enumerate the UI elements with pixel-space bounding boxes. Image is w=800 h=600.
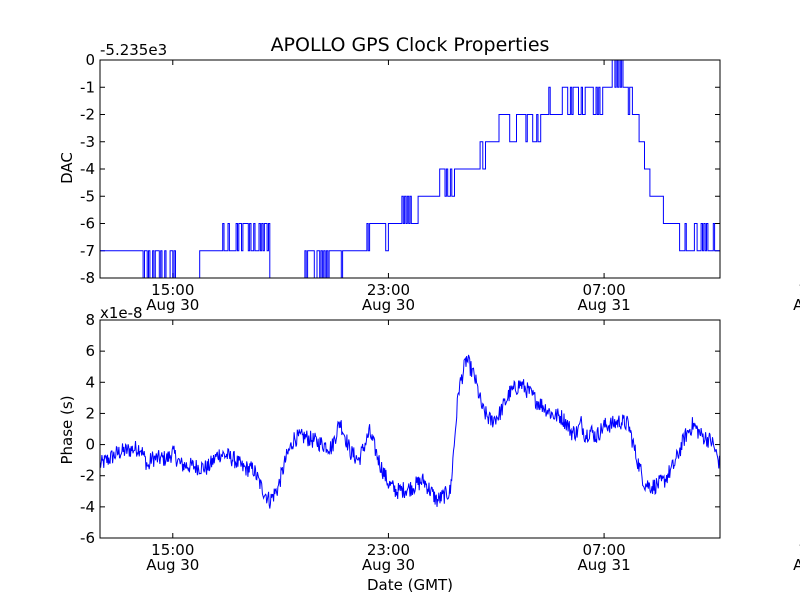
dac-ytick-label: -6	[80, 215, 95, 233]
phase-series-line	[100, 354, 720, 509]
phase-ytick-label: -2	[80, 467, 95, 485]
phase-ytick-label: 4	[85, 373, 95, 391]
phase-xtick-label-time: 23:00	[367, 541, 410, 559]
dac-xtick-label-time: 15:00	[798, 281, 800, 299]
phase-xtick-label-date: Aug 31	[793, 556, 800, 574]
dac-ytick-label: -7	[80, 242, 95, 260]
dac-xtick-label-time: 15:00	[151, 281, 194, 299]
dac-axes-frame	[99, 59, 721, 279]
dac-ytick-label: 0	[85, 51, 95, 69]
phase-ylabel: Phase (s)	[58, 395, 76, 464]
phase-xtick-label-time: 15:00	[798, 541, 800, 559]
phase-axes-frame	[99, 319, 721, 539]
dac-xtick-label-date: Aug 31	[793, 296, 800, 314]
phase-series	[100, 354, 720, 509]
phase-xtick-label-date: Aug 30	[146, 556, 199, 574]
phase-ytick-label: -4	[80, 498, 95, 516]
dac-xtick-label-time: 23:00	[367, 281, 410, 299]
dac-xtick-label-time: 07:00	[582, 281, 625, 299]
dac-xtick-label-date: Aug 30	[146, 296, 199, 314]
dac-offset-label: -5.235e3	[100, 41, 167, 59]
dac-ylabel: DAC	[58, 152, 76, 184]
phase-xtick-label-date: Aug 30	[362, 556, 415, 574]
dac-ytick-label: -5	[80, 187, 95, 205]
phase-ytick-label: 2	[85, 404, 95, 422]
x-axis-label: Date (GMT)	[367, 576, 453, 594]
phase-xtick-label-date: Aug 31	[578, 556, 631, 574]
phase-xtick-label-time: 07:00	[582, 541, 625, 559]
dac-series	[100, 60, 720, 278]
dac-ytick-label: -4	[80, 160, 95, 178]
dac-series-line	[100, 60, 720, 278]
phase-ytick-label: 6	[85, 342, 95, 360]
phase-ytick-label: 8	[85, 311, 95, 329]
phase-offset-label: x1e-8	[100, 304, 143, 322]
chart-title: APOLLO GPS Clock Properties	[271, 34, 550, 56]
dac-ytick-label: -1	[80, 78, 95, 96]
dac-xtick-label-date: Aug 31	[578, 296, 631, 314]
phase-ytick-label: -6	[80, 529, 95, 547]
dac-ytick-label: -3	[80, 133, 95, 151]
phase-xtick-label-time: 15:00	[151, 541, 194, 559]
dac-ytick-label: -8	[80, 269, 95, 287]
dac-xtick-label-date: Aug 30	[362, 296, 415, 314]
dac-ytick-label: -2	[80, 106, 95, 124]
phase-ytick-label: 0	[85, 436, 95, 454]
